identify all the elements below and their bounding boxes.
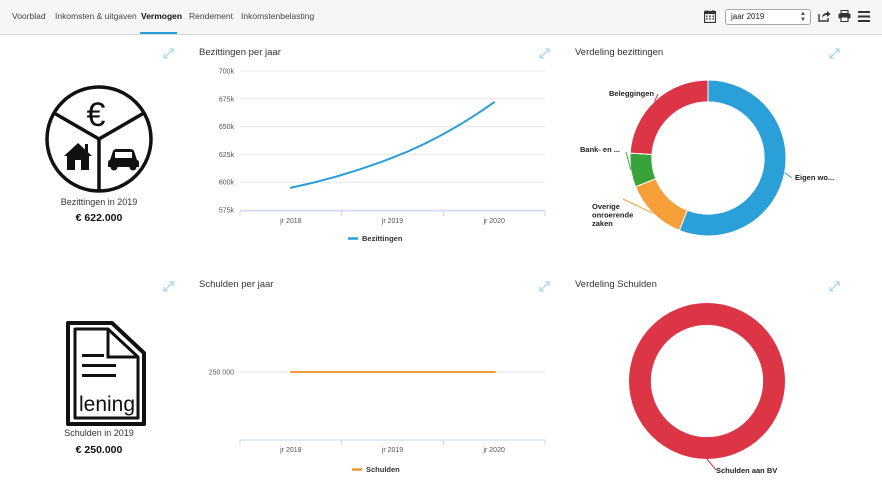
donut-slice [628, 302, 786, 460]
select-arrows-icon: ▲ ▼ [800, 11, 806, 23]
debts-amount: € 250.000 [75, 444, 123, 456]
debts-donut-title: Verdeling Schulden [575, 279, 657, 290]
assets-donut-chart: Eigen wo... Overige onroerende zaken Bank- e… [580, 79, 834, 237]
x-tick-label: jr 2018 [279, 447, 302, 454]
donut-connector [625, 151, 632, 171]
assets-donut-title: Verdeling bezittingen [575, 47, 664, 58]
legend-label: Bezittingen [362, 234, 403, 243]
house-icon [64, 143, 92, 170]
assets-summary-icon: € [45, 85, 153, 193]
series-line [289, 101, 496, 189]
donut-slice [678, 79, 787, 237]
active-tab-indicator [140, 32, 177, 34]
share-icon[interactable] [818, 10, 831, 22]
expand-icon[interactable] [163, 281, 174, 292]
donut-label: Eigen wo... [795, 173, 834, 182]
year-select-value: jaar 2019 [731, 12, 765, 21]
assets-amount: € 622.000 [75, 212, 123, 224]
print-icon[interactable] [838, 10, 851, 22]
euro-icon: € [87, 96, 106, 134]
x-tick-label: jr 2020 [482, 218, 505, 225]
debts-line-chart: 250 000 jr 2018 jr 2019 jr 2020 Schulden [209, 370, 546, 474]
x-tick-label: jr 2019 [381, 447, 404, 454]
y-tick-label: 625k [219, 152, 235, 159]
expand-icon[interactable] [829, 281, 840, 292]
x-tick-label: jr 2018 [279, 218, 302, 225]
y-tick-label: 575k [219, 208, 235, 215]
tab-inkomstenbelasting[interactable]: Inkomstenbelasting [241, 11, 315, 21]
debts-caption: Schulden in 2019 [64, 428, 134, 438]
donut-label: Schulden aan BV [716, 466, 777, 475]
donut-slice [634, 178, 688, 232]
expand-icon[interactable] [163, 48, 174, 59]
top-navigation-bar: Voorblad Inkomsten & uitgaven Vermogen R… [0, 0, 882, 35]
legend-label: Schulden [366, 465, 400, 474]
donut-connector [784, 172, 793, 179]
tab-inkomsten-uitgaven[interactable]: Inkomsten & uitgaven [55, 11, 137, 21]
car-icon [108, 149, 139, 171]
donut-connector [654, 93, 659, 102]
donut-label: Bank- en ... [580, 145, 620, 154]
debts-line-chart-title: Schulden per jaar [199, 279, 274, 290]
donut-connector [622, 198, 654, 214]
x-tick-label: jr 2020 [482, 447, 505, 454]
x-tick-label: jr 2019 [381, 218, 404, 225]
assets-line-chart-title: Bezittingen per jaar [199, 47, 281, 58]
assets-line-chart: 575k 600k 625k 650k 675k 700k jr 2018 jr 2019 jr… [219, 69, 546, 243]
debts-donut-chart: Schulden aan BV [628, 302, 786, 475]
tab-rendement[interactable]: Rendement [189, 11, 233, 21]
y-tick-label: 600k [219, 180, 235, 187]
expand-icon[interactable] [829, 48, 840, 59]
y-tick-label: 250 000 [209, 370, 234, 377]
expand-icon[interactable] [539, 281, 550, 292]
loan-label-icon: lening [79, 393, 135, 416]
donut-label: Beleggingen [609, 89, 654, 98]
donut-connector [706, 458, 717, 471]
calendar-icon[interactable] [704, 10, 716, 23]
year-select[interactable]: jaar 2019 ▲ ▼ [725, 9, 811, 25]
assets-caption: Bezittingen in 2019 [60, 197, 138, 207]
y-tick-label: 700k [219, 69, 235, 76]
tab-vermogen[interactable]: Vermogen [141, 11, 183, 21]
loan-document-icon: lening [66, 321, 146, 426]
expand-icon[interactable] [539, 48, 550, 59]
y-tick-label: 675k [219, 96, 235, 103]
donut-label: Overige onroerende zaken [592, 202, 633, 228]
tab-voorblad[interactable]: Voorblad [12, 11, 46, 21]
y-tick-label: 650k [219, 124, 235, 131]
donut-slice [629, 79, 709, 156]
menu-icon[interactable] [858, 11, 870, 22]
